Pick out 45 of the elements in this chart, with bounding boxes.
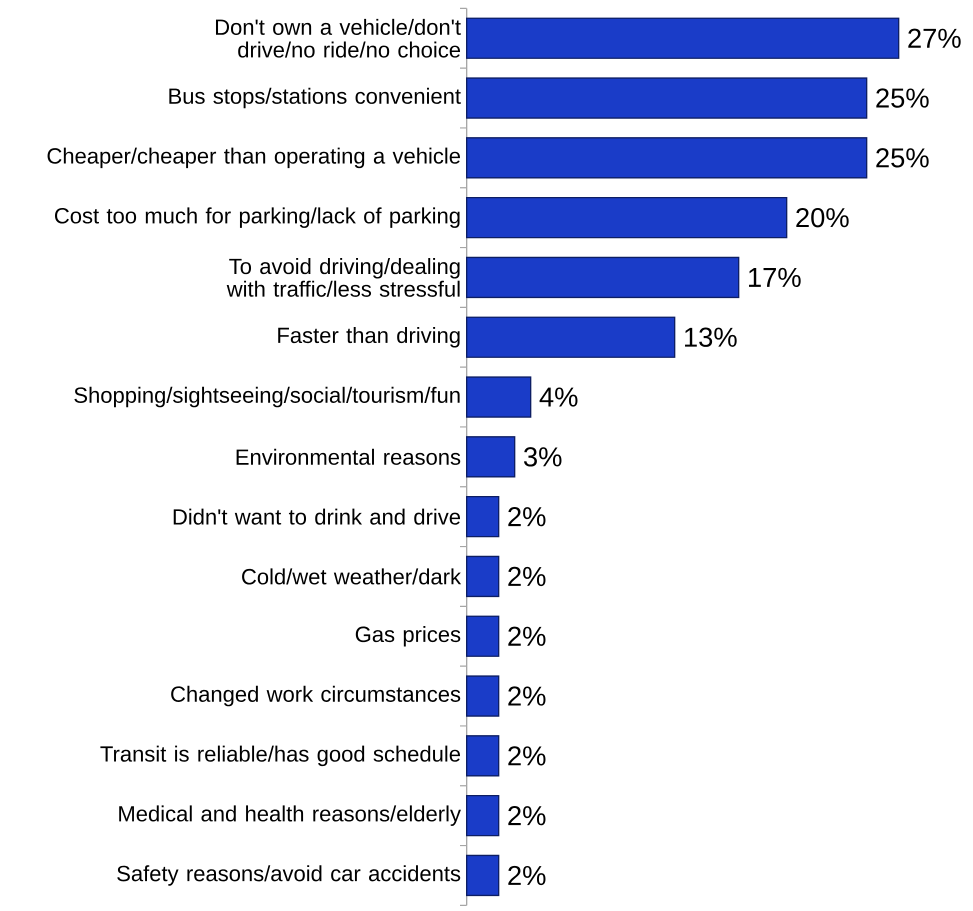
bar: [466, 77, 868, 119]
y-tick-label: Environmental reasons: [236, 448, 460, 465]
data-label: 3%: [524, 447, 562, 467]
data-label: 2%: [508, 626, 546, 646]
data-label: 17%: [749, 268, 801, 288]
bar: [466, 735, 500, 777]
bar: [466, 316, 676, 358]
y-tick-label: Didn't want to drink and drive: [174, 508, 460, 525]
y-tick-label: Bus stops/stations convenient: [169, 88, 461, 108]
bar: [466, 196, 788, 238]
y-tick-label: Changed work circumstances: [171, 686, 460, 706]
y-tick-label: Safety reasons/avoid car accidents: [117, 865, 460, 886]
bar: [466, 376, 532, 418]
data-label: 2%: [508, 866, 546, 886]
data-label: 2%: [508, 566, 546, 586]
y-tick-label: Cost too much for parking/lack of parking: [54, 207, 460, 228]
data-label: 2%: [508, 806, 546, 826]
bar: [466, 436, 516, 478]
y-tick-label: Medical and health reasons/elderly: [119, 805, 461, 826]
bar: [466, 496, 500, 538]
y-tick-label: Gas prices: [356, 626, 460, 646]
bar: [466, 18, 900, 59]
data-label: 13%: [685, 328, 737, 347]
y-tick-label: Shopping/sightseeing/social/tourism/fun: [74, 386, 460, 408]
bar: [466, 616, 500, 657]
bar: [466, 256, 740, 298]
data-label: 2%: [508, 746, 546, 766]
data-label: 4%: [540, 387, 578, 407]
y-tick-label: Faster than driving: [278, 326, 460, 348]
y-tick-label: Don't own a vehicle/don't drive/no ride/no choice: [216, 18, 461, 58]
data-label: 20%: [796, 208, 849, 228]
data-label: 2%: [508, 686, 546, 706]
bar: [466, 556, 500, 598]
data-label: 25%: [876, 148, 929, 168]
bar: [466, 675, 500, 717]
bar: [466, 794, 500, 836]
data-label: 2%: [508, 507, 546, 526]
data-label: 25%: [876, 88, 929, 108]
bar: [466, 854, 500, 896]
y-tick-label: Cheaper/cheaper than operating a vehicle: [48, 148, 460, 168]
data-label: 27%: [908, 28, 961, 48]
bar: [466, 137, 868, 179]
y-tick-label: Transit is reliable/has good schedule: [100, 746, 460, 766]
y-tick-label: To avoid driving/dealing with traffic/less stressful: [226, 258, 460, 297]
y-tick-label: Cold/wet weather/dark: [242, 568, 462, 585]
